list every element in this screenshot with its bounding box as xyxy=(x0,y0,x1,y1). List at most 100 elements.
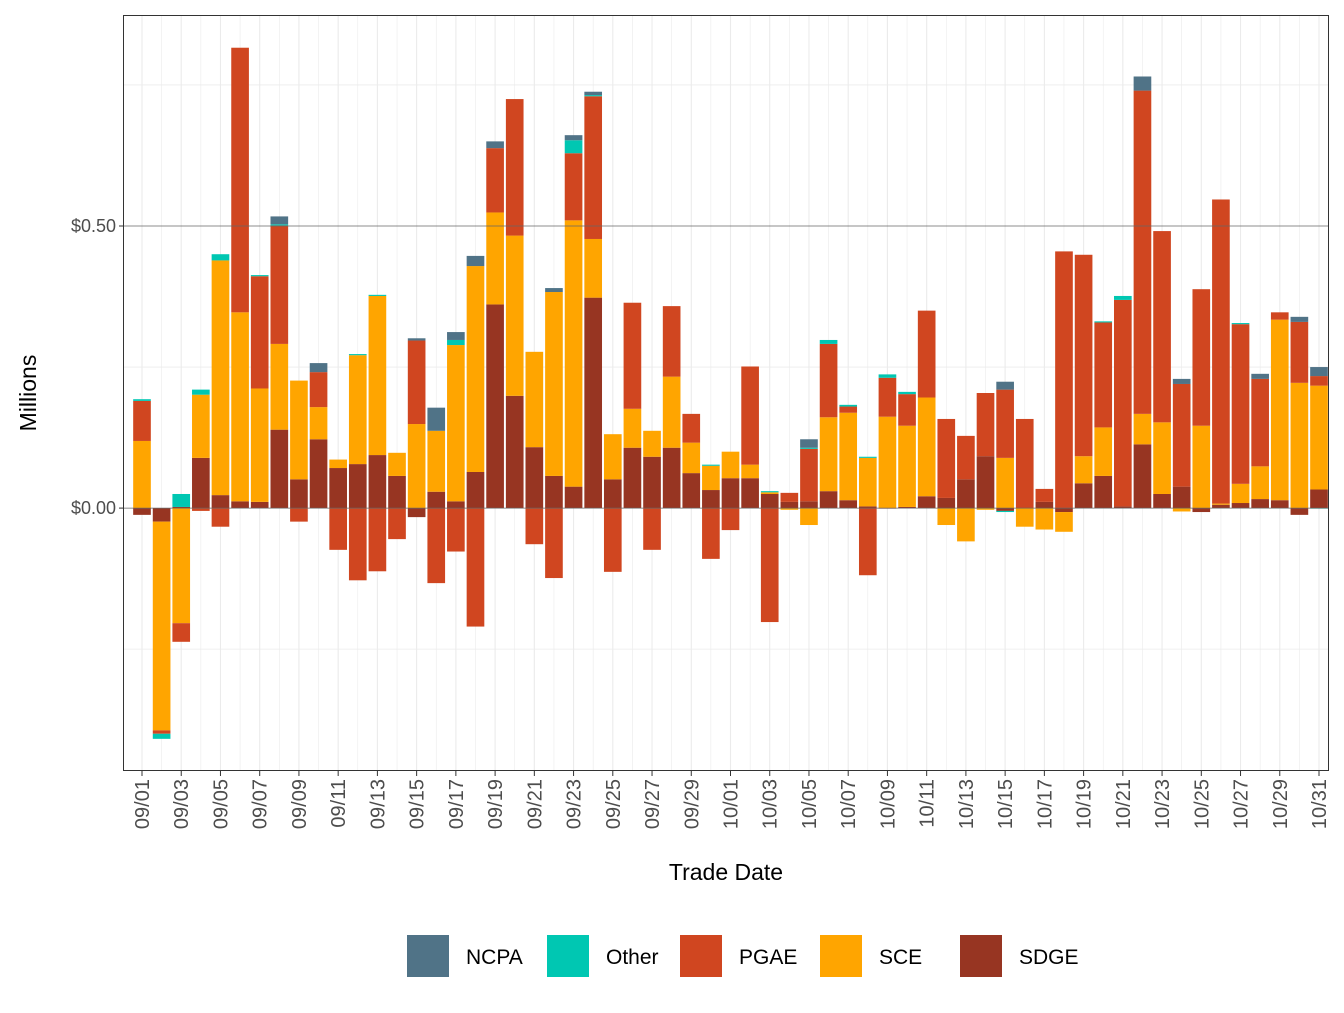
x-tick-label: 10/17 xyxy=(1034,779,1056,829)
bar-segment-ncpa xyxy=(309,363,328,373)
bar-segment-sdge xyxy=(858,506,877,509)
bar-segment-other xyxy=(250,275,269,277)
bar-segment-sce xyxy=(839,412,858,501)
bar-segment-sce xyxy=(741,464,759,479)
bar-segment-ncpa xyxy=(800,439,818,448)
bar-segment-sce xyxy=(1015,508,1034,527)
y-tick-label: $0.50 xyxy=(71,216,116,236)
x-tick-label: 10/07 xyxy=(838,779,860,829)
bar-segment-sdge xyxy=(996,508,1014,511)
bar-segment-pgae xyxy=(1290,321,1309,383)
bar-segment-sdge xyxy=(1074,483,1093,509)
bar-segment-sce xyxy=(486,212,504,305)
bar-segment-pgae xyxy=(1310,376,1328,386)
bar-segment-sdge xyxy=(447,501,465,509)
bar-segment-sdge xyxy=(584,297,603,509)
bar-segment-sce xyxy=(250,388,269,502)
x-tick-label: 10/19 xyxy=(1074,779,1096,829)
bar-segment-sdge xyxy=(1172,486,1191,509)
x-tick-label: 10/01 xyxy=(721,779,743,829)
bar-segment-sdge xyxy=(290,479,308,509)
bar-segment-pgae xyxy=(270,225,289,344)
bar-segment-ncpa xyxy=(466,255,485,267)
bar-segment-sce xyxy=(447,345,465,502)
bar-segment-ncpa xyxy=(1290,316,1309,322)
bar-segment-sdge xyxy=(525,447,544,509)
bar-segment-sce xyxy=(996,457,1014,509)
bar-segment-other xyxy=(348,354,367,356)
x-tick-label: 10/31 xyxy=(1309,779,1331,829)
x-tick-label: 09/23 xyxy=(564,779,586,829)
bar-segment-pgae xyxy=(976,393,995,457)
bar-segment-sdge xyxy=(702,490,720,509)
bar-segment-pgae xyxy=(1270,312,1289,320)
y-axis: $0.00 $0.50 xyxy=(71,216,123,518)
bar-segment-sce xyxy=(1290,382,1309,509)
bar-segment-pgae xyxy=(486,148,504,213)
bar-segment-sce xyxy=(800,508,818,526)
bar-segment-sce xyxy=(388,452,406,476)
bar-segment-pgae xyxy=(348,508,367,581)
bar-segment-ncpa xyxy=(407,338,426,341)
bar-segment-pgae xyxy=(388,508,406,540)
bar-segment-sdge xyxy=(839,500,858,509)
x-tick-label: 09/29 xyxy=(681,779,703,829)
bar-segment-pgae xyxy=(682,413,701,443)
bar-segment-other xyxy=(152,733,171,739)
bar-segment-pgae xyxy=(937,418,956,498)
x-tick-label: 09/09 xyxy=(289,779,311,829)
bar-segment-sdge xyxy=(231,501,249,509)
bar-segment-pgae xyxy=(192,508,210,511)
legend-label-other: Other xyxy=(606,946,659,969)
bar-segment-sce xyxy=(603,434,622,480)
bar-segment-sce xyxy=(662,376,681,448)
bar-segment-sdge xyxy=(819,491,838,509)
bar-segment-sdge xyxy=(603,479,622,509)
plot-panel-border xyxy=(123,15,1329,771)
bar-segment-pgae xyxy=(780,492,799,502)
bar-segment-pgae xyxy=(1192,289,1211,426)
bar-segment-sce xyxy=(1212,503,1230,505)
bar-segment-pgae xyxy=(1231,324,1250,484)
bar-segment-sdge xyxy=(898,506,916,509)
bar-segment-other xyxy=(760,491,779,493)
x-tick-label: 09/01 xyxy=(132,779,154,829)
bar-segment-pgae xyxy=(1094,322,1113,428)
bar-segment-sdge xyxy=(1270,500,1289,509)
bar-segment-sce xyxy=(1133,413,1152,445)
legend-key-ncpa xyxy=(407,935,449,977)
bar-segment-sdge xyxy=(564,486,583,509)
bar-segment-sdge xyxy=(1310,489,1328,509)
bar-segment-pgae xyxy=(505,99,524,236)
bar-segment-pgae xyxy=(447,508,465,552)
bar-segment-pgae xyxy=(584,96,603,239)
bar-segment-ncpa xyxy=(447,332,465,340)
bar-segment-sce xyxy=(623,408,642,448)
bar-segment-ncpa xyxy=(564,135,583,141)
bar-segment-sdge xyxy=(760,493,779,509)
bar-segment-sdge xyxy=(211,495,230,509)
bar-segment-sce xyxy=(898,425,916,507)
x-tick-label: 09/25 xyxy=(603,779,625,829)
bar-segment-pgae xyxy=(721,508,740,531)
bar-segment-other xyxy=(133,399,151,401)
bar-segment-sce xyxy=(878,416,897,509)
bar-segment-pgae xyxy=(1074,254,1093,457)
legend-key-pgae xyxy=(680,935,722,977)
bar-segment-other xyxy=(1094,321,1113,323)
bar-segment-other xyxy=(192,389,210,395)
legend-key-sce xyxy=(820,935,862,977)
bar-segment-sdge xyxy=(643,456,661,509)
bar-segment-sce xyxy=(231,312,249,502)
bar-segment-sdge xyxy=(917,496,936,509)
bar-segment-sce xyxy=(780,508,799,510)
bar-segment-sdge xyxy=(152,508,171,522)
bar-segment-ncpa xyxy=(1133,76,1152,91)
bar-segment-sce xyxy=(505,235,524,396)
bar-segment-sdge xyxy=(976,456,995,509)
x-tick-label: 09/15 xyxy=(407,779,429,829)
bar-segment-pgae xyxy=(1035,488,1054,502)
bar-segment-other xyxy=(211,254,230,261)
bar-segment-sdge xyxy=(545,475,563,509)
bar-segment-pgae xyxy=(702,508,720,559)
